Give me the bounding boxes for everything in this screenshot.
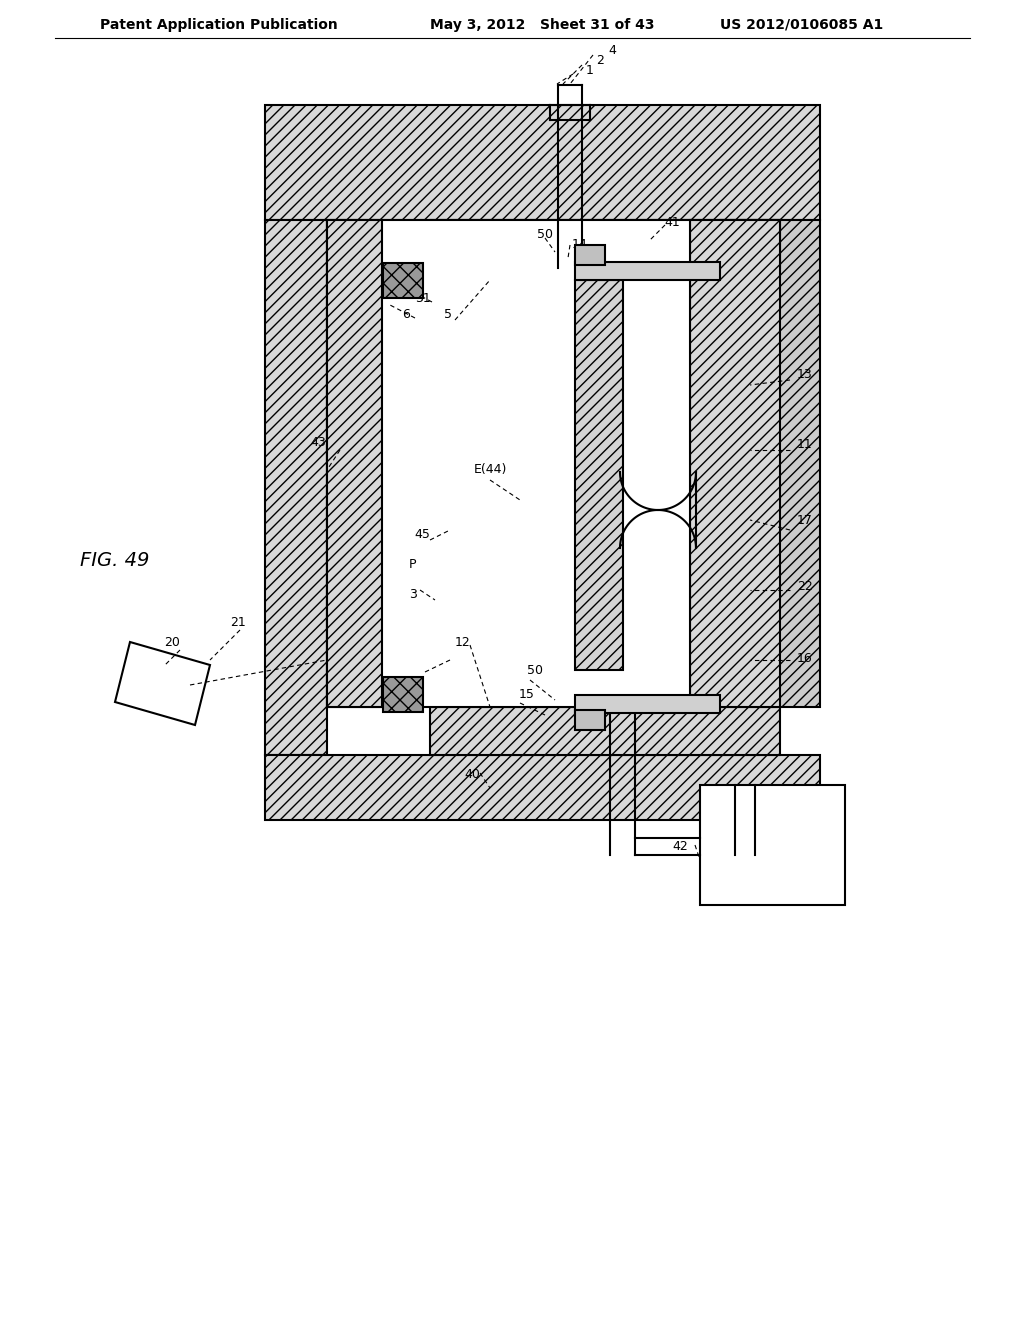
Bar bbox=[575, 696, 720, 713]
Text: Patent Application Publication: Patent Application Publication bbox=[100, 18, 338, 32]
Polygon shape bbox=[115, 642, 210, 725]
Text: 4: 4 bbox=[608, 44, 616, 57]
Text: 42: 42 bbox=[672, 840, 688, 853]
Bar bbox=[265, 220, 327, 755]
Text: FIG. 49: FIG. 49 bbox=[80, 550, 150, 569]
Bar bbox=[383, 677, 423, 711]
Bar bbox=[265, 755, 820, 820]
Bar bbox=[575, 261, 720, 280]
Bar bbox=[327, 220, 382, 708]
Bar bbox=[430, 708, 780, 755]
Text: 45: 45 bbox=[414, 528, 430, 541]
Text: 3: 3 bbox=[409, 589, 417, 602]
Text: 50: 50 bbox=[537, 227, 553, 240]
Text: 20: 20 bbox=[164, 635, 180, 648]
Text: 5: 5 bbox=[444, 309, 452, 322]
Bar bbox=[690, 220, 780, 708]
Bar bbox=[383, 263, 423, 298]
Text: P: P bbox=[410, 558, 417, 572]
Text: E(44): E(44) bbox=[473, 463, 507, 477]
Bar bbox=[575, 280, 623, 671]
Bar bbox=[265, 106, 820, 220]
Text: 16: 16 bbox=[797, 652, 813, 664]
Text: 11: 11 bbox=[797, 438, 813, 451]
Text: 50: 50 bbox=[527, 664, 543, 676]
Bar bbox=[575, 246, 605, 265]
Bar bbox=[430, 220, 780, 268]
Bar bbox=[720, 220, 820, 708]
Text: US 2012/0106085 A1: US 2012/0106085 A1 bbox=[720, 18, 884, 32]
Text: 13: 13 bbox=[797, 368, 813, 381]
Text: 21: 21 bbox=[230, 615, 246, 628]
Text: 12: 12 bbox=[455, 635, 471, 648]
Text: May 3, 2012   Sheet 31 of 43: May 3, 2012 Sheet 31 of 43 bbox=[430, 18, 654, 32]
Text: 17: 17 bbox=[797, 513, 813, 527]
Text: 2: 2 bbox=[596, 54, 604, 66]
Bar bbox=[327, 220, 690, 708]
Bar bbox=[700, 785, 845, 906]
Text: 22: 22 bbox=[797, 581, 813, 594]
Text: 31: 31 bbox=[415, 292, 431, 305]
Text: 14: 14 bbox=[572, 238, 588, 251]
Text: 1: 1 bbox=[586, 63, 594, 77]
Text: 15: 15 bbox=[519, 689, 535, 701]
Bar bbox=[575, 710, 605, 730]
Text: 40: 40 bbox=[464, 768, 480, 781]
Text: 6: 6 bbox=[402, 309, 410, 322]
Text: 41: 41 bbox=[665, 215, 680, 228]
Text: 43: 43 bbox=[310, 436, 326, 449]
